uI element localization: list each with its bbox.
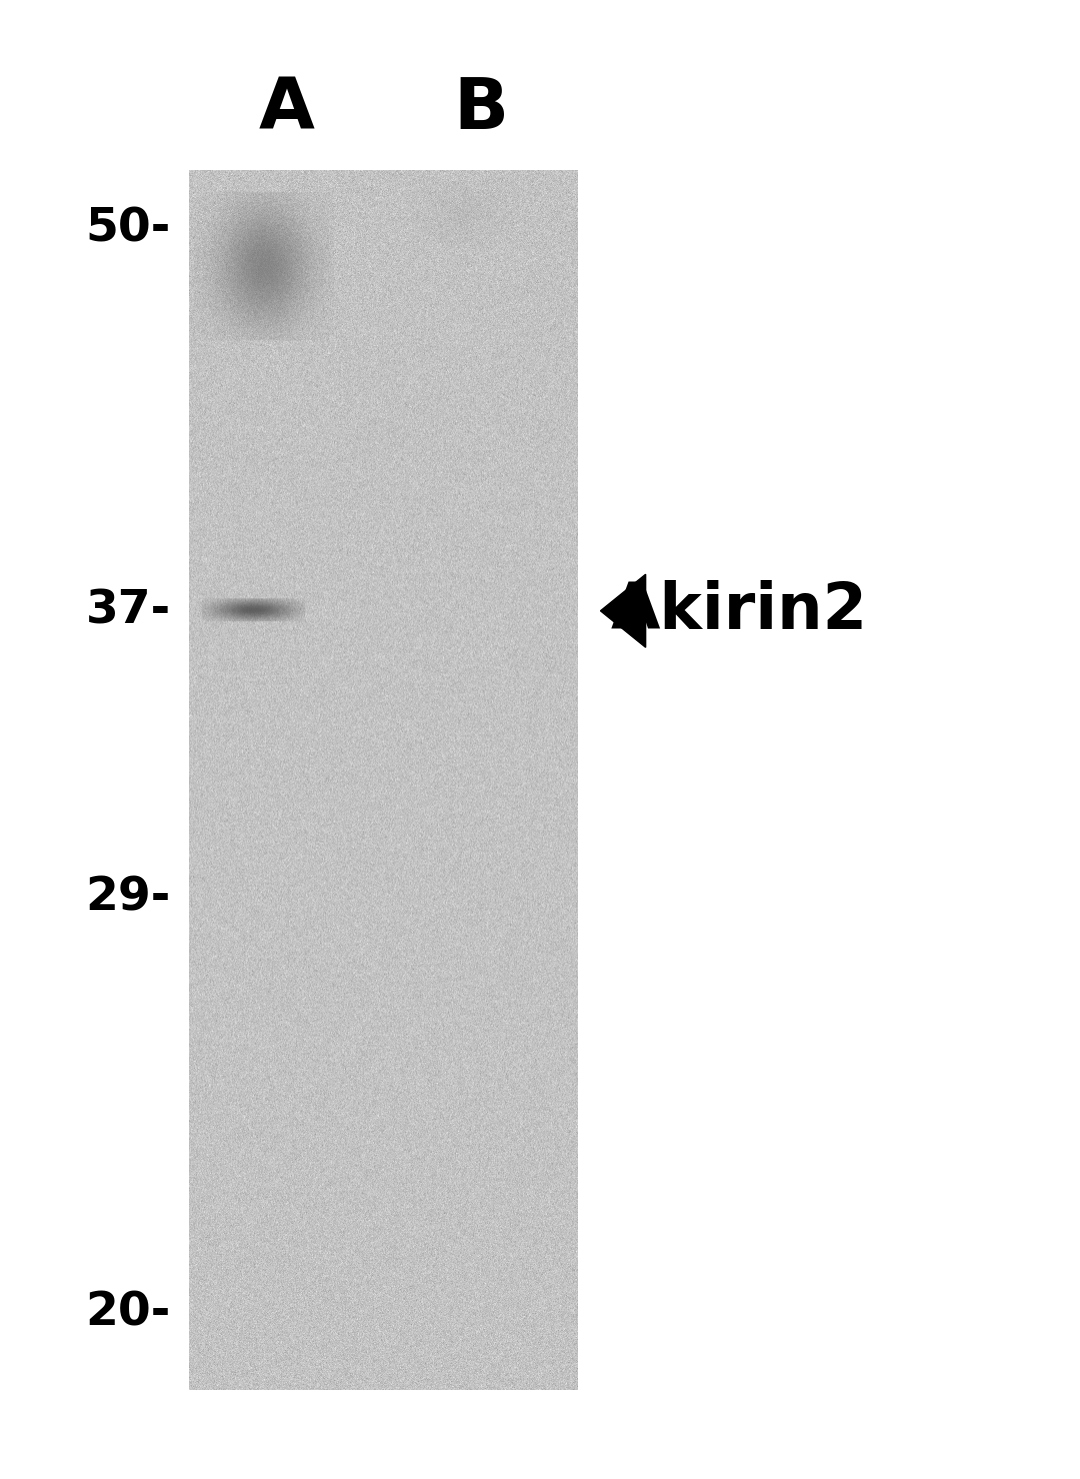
Text: B: B — [453, 75, 509, 143]
Text: 37-: 37- — [85, 589, 171, 633]
Text: Akirin2: Akirin2 — [610, 580, 867, 642]
Text: 50-: 50- — [85, 207, 171, 251]
Text: 29-: 29- — [85, 876, 171, 920]
Text: A: A — [258, 75, 314, 143]
Text: 20-: 20- — [85, 1291, 171, 1336]
Polygon shape — [600, 574, 646, 648]
